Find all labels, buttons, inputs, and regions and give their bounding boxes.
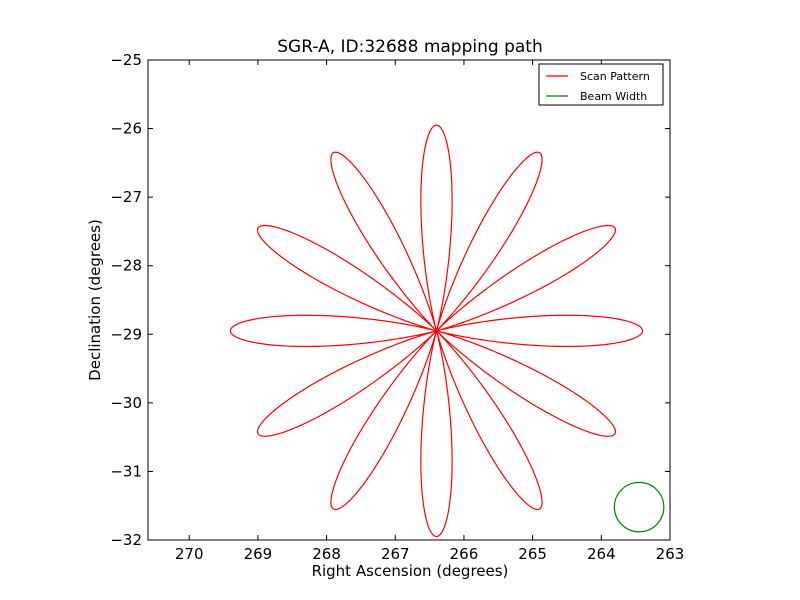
y-tick-label: −28 — [110, 257, 142, 275]
legend-label-scan-pattern: Scan Pattern — [580, 70, 650, 83]
x-tick-label: 268 — [312, 545, 341, 563]
y-tick-label: −32 — [110, 531, 142, 549]
x-tick-label: 265 — [518, 545, 547, 563]
y-tick-label: −25 — [110, 51, 142, 69]
legend-frame — [538, 63, 664, 106]
y-tick-label: −27 — [110, 188, 142, 206]
series-layer — [229, 124, 665, 538]
x-tick-label: 270 — [175, 545, 204, 563]
x-tick-label: 264 — [587, 545, 616, 563]
x-tick-label: 266 — [450, 545, 479, 563]
plot-area — [147, 59, 671, 541]
y-tick-label: −31 — [110, 462, 142, 480]
axis-ticks: 270 269 268 267 266 265 264 263 −25 −26 −27 −28 −29 −… — [110, 51, 684, 563]
scan-pattern-path — [229, 124, 644, 538]
chart-title: SGR-A, ID:32688 mapping path — [277, 37, 543, 57]
y-tick-label: −29 — [110, 325, 142, 343]
x-tick-label: 267 — [381, 545, 410, 563]
x-tick-label: 269 — [244, 545, 273, 563]
x-axis-label: Right Ascension (degrees) — [312, 562, 509, 580]
y-tick-label: −26 — [110, 120, 142, 138]
x-tick-label: 263 — [656, 545, 685, 563]
plot-frame — [147, 59, 671, 541]
y-tick-label: −30 — [110, 394, 142, 412]
legend: Scan Pattern Beam Width — [538, 63, 664, 106]
y-axis-label: Declination (degrees) — [86, 219, 104, 381]
beam-width-circle — [613, 481, 665, 533]
legend-label-beam-width: Beam Width — [580, 90, 647, 103]
